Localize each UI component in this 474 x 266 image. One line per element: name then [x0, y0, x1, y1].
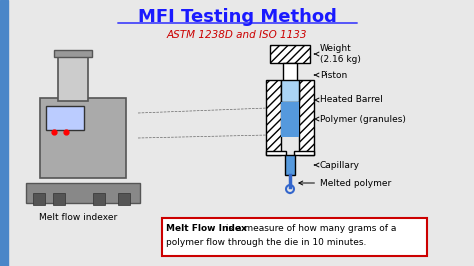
Bar: [285, 155, 295, 175]
Bar: [40, 98, 126, 178]
Bar: [53, 193, 65, 205]
Text: ASTM 1238D and ISO 1133: ASTM 1238D and ISO 1133: [167, 30, 307, 40]
Text: MFI Testing Method: MFI Testing Method: [137, 8, 337, 26]
FancyBboxPatch shape: [162, 218, 427, 256]
Bar: [281, 80, 299, 102]
Bar: [266, 80, 281, 155]
Bar: [33, 193, 45, 205]
Bar: [283, 63, 297, 88]
Text: is a measure of how many grams of a: is a measure of how many grams of a: [223, 224, 396, 233]
Bar: [0, 0, 8, 266]
Text: Weight
(2.16 kg): Weight (2.16 kg): [314, 44, 361, 64]
Text: Piston: Piston: [314, 70, 347, 80]
Bar: [118, 193, 130, 205]
Text: Melt Flow Index: Melt Flow Index: [166, 224, 247, 233]
Bar: [294, 151, 314, 155]
Bar: [93, 193, 105, 205]
Text: polymer flow through the die in 10 minutes.: polymer flow through the die in 10 minut…: [166, 238, 366, 247]
Bar: [281, 102, 299, 137]
Bar: [46, 106, 84, 130]
Bar: [26, 183, 140, 203]
Text: Melted polymer: Melted polymer: [299, 178, 391, 188]
Bar: [299, 80, 314, 155]
Bar: [54, 50, 92, 57]
Bar: [270, 45, 310, 63]
Bar: [266, 151, 286, 155]
Text: Heated Barrel: Heated Barrel: [314, 95, 383, 105]
Text: Capillary: Capillary: [314, 160, 360, 169]
Text: Melt flow indexer: Melt flow indexer: [39, 213, 117, 222]
Text: Polymer (granules): Polymer (granules): [314, 114, 406, 123]
Bar: [58, 53, 88, 101]
